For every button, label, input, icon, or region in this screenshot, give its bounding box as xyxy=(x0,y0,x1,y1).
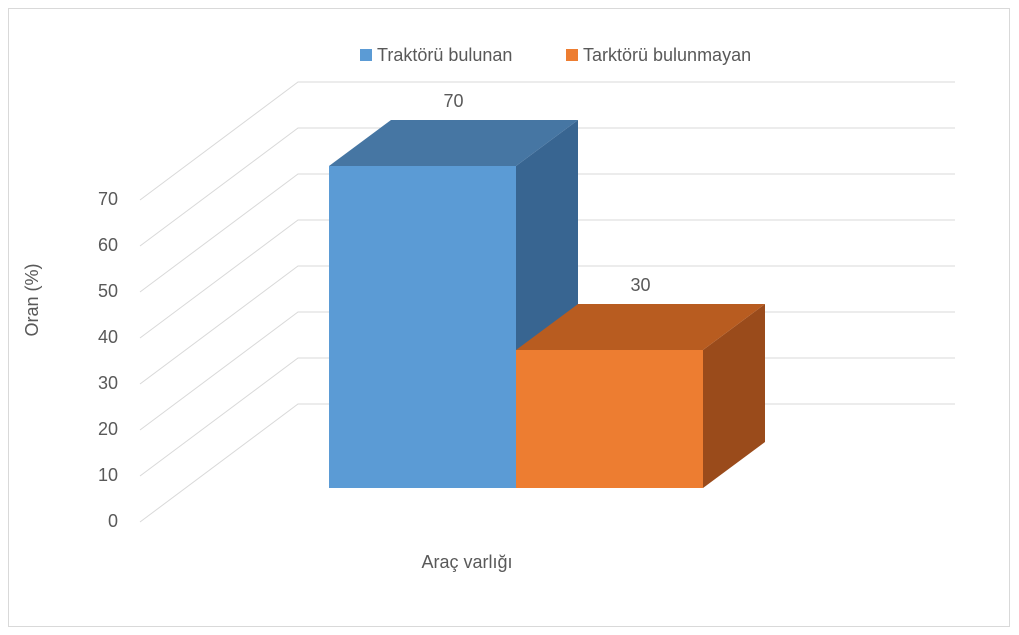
y-tick-label: 10 xyxy=(98,465,118,485)
legend-swatch xyxy=(566,49,578,61)
grid-line xyxy=(139,127,955,247)
y-tick-label: 20 xyxy=(98,419,118,439)
bar-top xyxy=(516,304,765,350)
y-tick-label: 60 xyxy=(98,235,118,255)
legend-label: Traktörü bulunan xyxy=(377,45,512,65)
bar xyxy=(516,350,703,488)
legend-swatch xyxy=(360,49,372,61)
x-tick-label: Araç varlığı xyxy=(421,552,512,572)
y-tick-label: 0 xyxy=(108,511,118,531)
grid-line xyxy=(139,173,955,293)
y-tick-label: 40 xyxy=(98,327,118,347)
grid-line xyxy=(139,265,955,385)
y-tick-label: 50 xyxy=(98,281,118,301)
bar-side xyxy=(703,304,765,488)
y-tick-label: 70 xyxy=(98,189,118,209)
bar-top xyxy=(329,120,578,166)
data-label: 70 xyxy=(443,91,463,111)
y-tick-label: 30 xyxy=(98,373,118,393)
grid-line xyxy=(139,219,955,339)
bar xyxy=(329,166,516,488)
y-axis-title: Oran (%) xyxy=(22,263,42,336)
grid-line xyxy=(139,81,955,201)
data-label: 30 xyxy=(630,275,650,295)
legend-label: Tarktörü bulunmayan xyxy=(583,45,751,65)
